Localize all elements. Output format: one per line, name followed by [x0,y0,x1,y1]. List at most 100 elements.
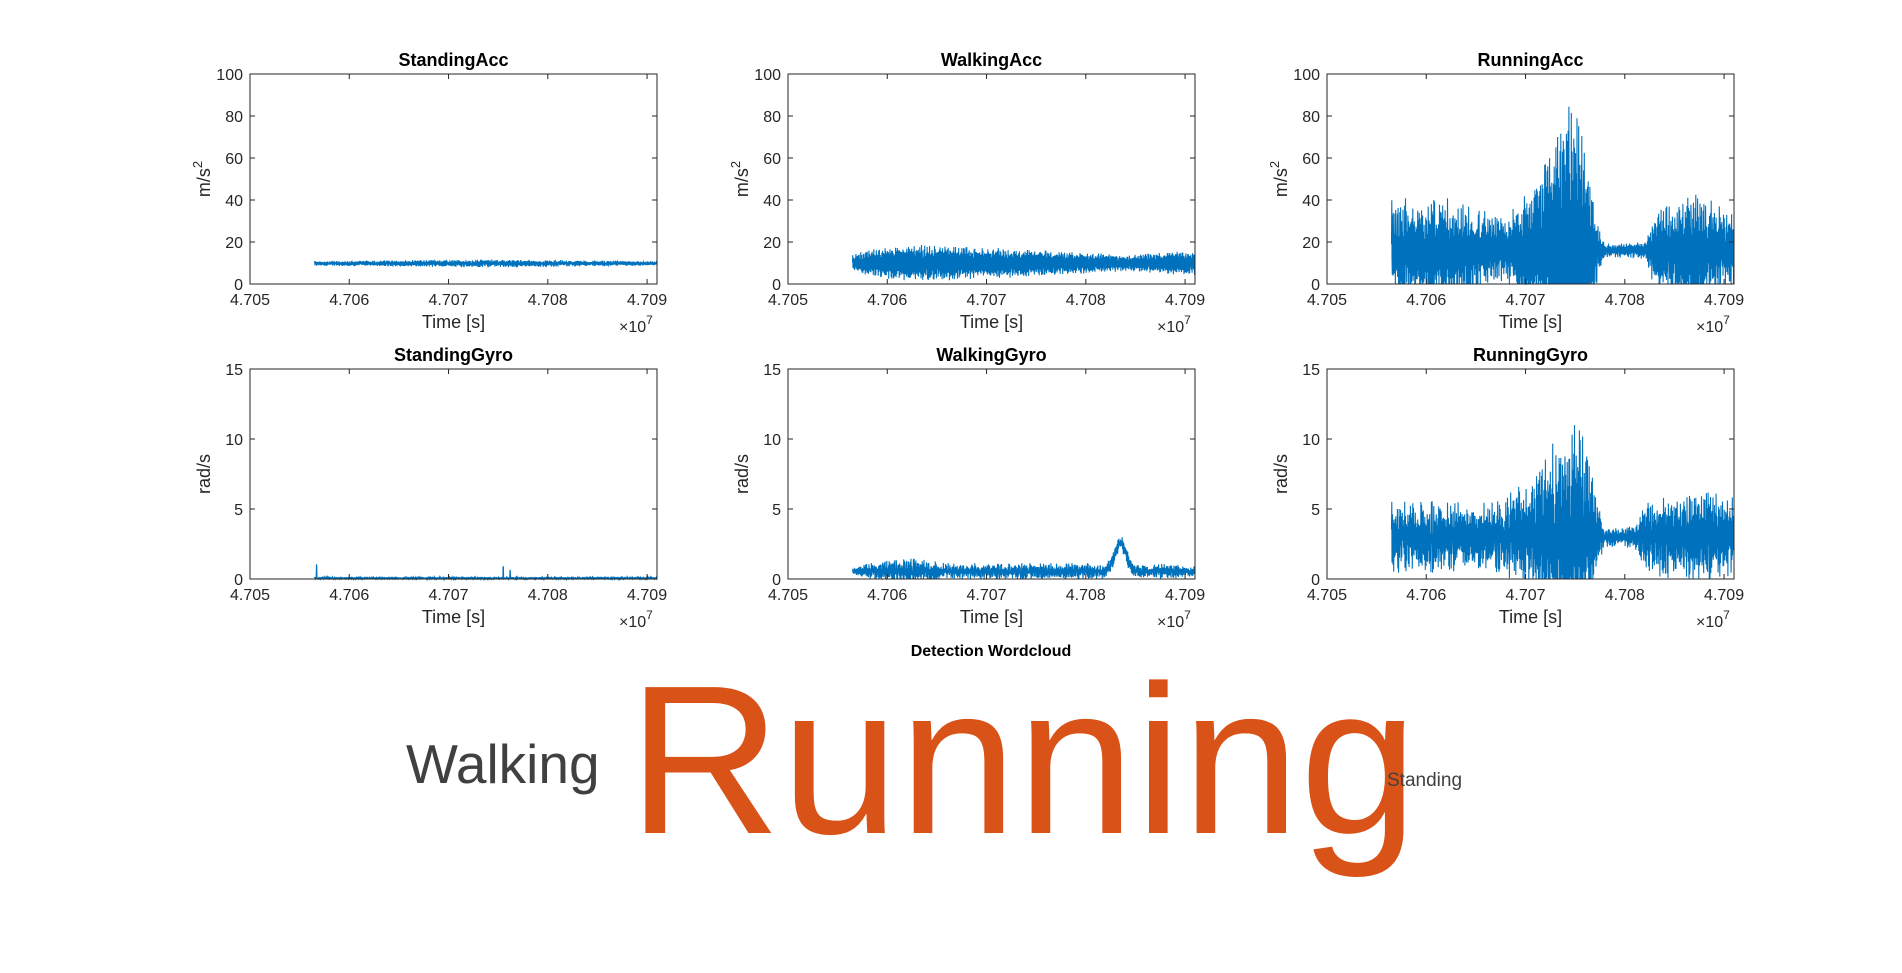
chart-4-ytick-label: 15 [763,362,781,379]
chart-5-axes-box [1326,368,1735,580]
chart-4-ytick-label: 5 [772,502,781,519]
chart-0-series-line [313,258,658,268]
chart-1-xlabel: Time [s] [960,312,1023,332]
chart-2-xtick-label: 4.709 [1704,292,1744,309]
chart-4-xtick-label: 4.708 [1066,587,1106,604]
chart-4-axes-box [787,368,1196,580]
chart-4-xtick-label: 4.707 [967,587,1007,604]
chart-0-ytick-label: 20 [225,235,243,252]
chart-5-ylabel: rad/s [1271,454,1291,494]
chart-3-xlabel: Time [s] [422,607,485,627]
chart-2-xtick-label: 4.706 [1406,292,1446,309]
chart-4-xtick-label: 4.709 [1165,587,1205,604]
chart-2-xtick-label: 4.705 [1307,292,1347,309]
chart-2-x-multiplier-exponent: 7 [1723,313,1730,327]
chart-2-ytick-label: 80 [1302,109,1320,126]
chart-4-ylabel: rad/s [732,454,752,494]
chart-4-xlabel: Time [s] [960,607,1023,627]
chart-3-xtick-label: 4.709 [627,587,667,604]
chart-0-ylabel-superscript: 2 [190,161,205,168]
chart-5-ytick-label: 15 [1302,362,1320,379]
chart-3-xtick-label: 4.706 [329,587,369,604]
chart-4-x-multiplier-exponent: 7 [1184,608,1191,622]
chart-1-xtick-label: 4.709 [1165,292,1205,309]
chart-0-ytick-label: 0 [234,277,243,294]
chart-0-x-multiplier-exponent: 7 [646,313,653,327]
chart-5-xtick-label: 4.705 [1307,587,1347,604]
chart-2-x-multiplier: ×107 [1696,313,1730,336]
chart-3-xtick-label: 4.705 [230,587,270,604]
chart-1-xtick-label: 4.706 [867,292,907,309]
chart-2-ylabel: m/s2 [1267,161,1291,197]
chart-0-xtick-label: 4.706 [329,292,369,309]
chart-1-series-line [851,244,1196,281]
chart-1-xtick-label: 4.705 [768,292,808,309]
chart-2-xtick-label: 4.708 [1605,292,1645,309]
chart-3-ytick-label: 5 [234,502,243,519]
chart-1-ytick-label: 60 [763,151,781,168]
chart-0-ytick-label: 60 [225,151,243,168]
chart-4-ytick-label: 10 [763,432,781,449]
chart-3-axes-box [249,368,658,580]
word-walking: Walking [406,733,600,795]
chart-3-title: StandingGyro [394,345,513,365]
chart-5-ytick-label: 0 [1311,572,1320,589]
chart-0-x-multiplier: ×107 [619,313,653,336]
subplot-standing-gyro: StandingGyro 4.705 4.706 4.707 4.708 4.709 0 5 1… [194,345,667,631]
chart-3-ylabel: rad/s [194,454,214,494]
chart-1-ytick-label: 40 [763,193,781,210]
chart-1-ytick-label: 80 [763,109,781,126]
chart-2-ytick-label: 0 [1311,277,1320,294]
chart-4-x-multiplier: ×107 [1157,608,1191,631]
chart-1-ylabel-superscript: 2 [728,161,743,168]
chart-5-ytick-label: 5 [1311,502,1320,519]
chart-5-xtick-label: 4.708 [1605,587,1645,604]
chart-0-xtick-label: 4.707 [429,292,469,309]
chart-0-xtick-label: 4.708 [528,292,568,309]
chart-0-ytick-label: 40 [225,193,243,210]
word-running: Running [628,641,1418,878]
chart-3-ytick-label: 0 [234,572,243,589]
chart-3-xtick-label: 4.707 [429,587,469,604]
chart-0-ytick-label: 100 [216,67,243,84]
chart-5-xtick-label: 4.706 [1406,587,1446,604]
chart-3-ytick-label: 10 [225,432,243,449]
chart-1-ytick-label: 0 [772,277,781,294]
chart-1-x-multiplier: ×107 [1157,313,1191,336]
subplot-walking-gyro: WalkingGyro 4.705 4.706 4.707 4.708 4.709 0 5 10… [732,345,1205,631]
chart-5-xtick-label: 4.709 [1704,587,1744,604]
chart-5-x-multiplier-exponent: 7 [1723,608,1730,622]
chart-1-title: WalkingAcc [941,50,1042,70]
chart-2-ytick-label: 60 [1302,151,1320,168]
chart-2-ytick-label: 40 [1302,193,1320,210]
chart-2-axes-box [1326,73,1735,285]
subplot-standing-acc: StandingAcc 4.705 4.706 4.707 4.708 4.709 0 20 4… [190,50,667,336]
chart-5-xlabel: Time [s] [1499,607,1562,627]
chart-5-title: RunningGyro [1473,345,1588,365]
chart-2-ytick-label: 100 [1293,67,1320,84]
chart-0-title: StandingAcc [398,50,508,70]
word-standing: Standing [1387,770,1462,791]
subplot-running-acc: RunningAcc 4.705 4.706 4.707 4.708 4.709 0 20 40… [1267,50,1744,336]
chart-2-xtick-label: 4.707 [1506,292,1546,309]
chart-2-ytick-label: 20 [1302,235,1320,252]
subplot-walking-acc: WalkingAcc 4.705 4.706 4.707 4.708 4.709 0 20 40… [728,50,1205,336]
chart-3-x-multiplier: ×107 [619,608,653,631]
chart-4-title: WalkingGyro [936,345,1046,365]
chart-1-xtick-label: 4.707 [967,292,1007,309]
chart-2-title: RunningAcc [1478,50,1584,70]
chart-5-xtick-label: 4.707 [1506,587,1546,604]
chart-1-x-multiplier-exponent: 7 [1184,313,1191,327]
chart-1-axes-box [787,73,1196,285]
chart-5-ytick-label: 10 [1302,432,1320,449]
chart-0-xlabel: Time [s] [422,312,485,332]
chart-3-x-multiplier-exponent: 7 [646,608,653,622]
chart-4-ytick-label: 0 [772,572,781,589]
chart-1-xtick-label: 4.708 [1066,292,1106,309]
chart-4-xtick-label: 4.705 [768,587,808,604]
chart-0-ytick-label: 80 [225,109,243,126]
chart-2-ylabel-superscript: 2 [1267,161,1282,168]
chart-2-xlabel: Time [s] [1499,312,1562,332]
